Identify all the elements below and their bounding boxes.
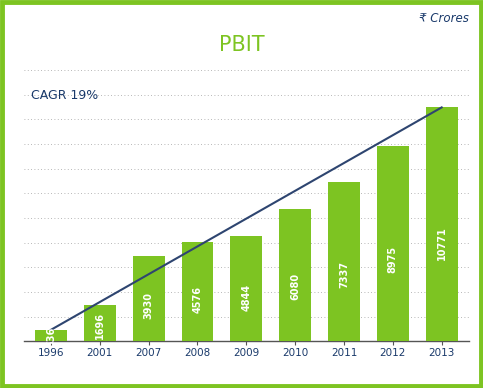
Bar: [84, 305, 116, 341]
Text: PBIT: PBIT: [219, 35, 264, 55]
Bar: [328, 182, 360, 341]
Bar: [426, 107, 457, 341]
Bar: [133, 256, 165, 341]
Bar: [35, 330, 67, 341]
Text: 1696: 1696: [95, 312, 105, 340]
Text: ₹ Crores: ₹ Crores: [419, 12, 469, 25]
Text: 536: 536: [46, 326, 56, 346]
Bar: [230, 236, 262, 341]
Text: 6080: 6080: [290, 272, 300, 300]
Text: 4576: 4576: [193, 286, 202, 313]
Text: 10771: 10771: [437, 226, 447, 260]
Bar: [377, 146, 409, 341]
Text: CAGR 19%: CAGR 19%: [31, 89, 99, 102]
Text: 3930: 3930: [143, 292, 154, 319]
Text: 7337: 7337: [339, 261, 349, 288]
Text: 4844: 4844: [242, 284, 251, 311]
Text: 8975: 8975: [388, 246, 398, 273]
Bar: [279, 210, 311, 341]
Bar: [182, 242, 213, 341]
